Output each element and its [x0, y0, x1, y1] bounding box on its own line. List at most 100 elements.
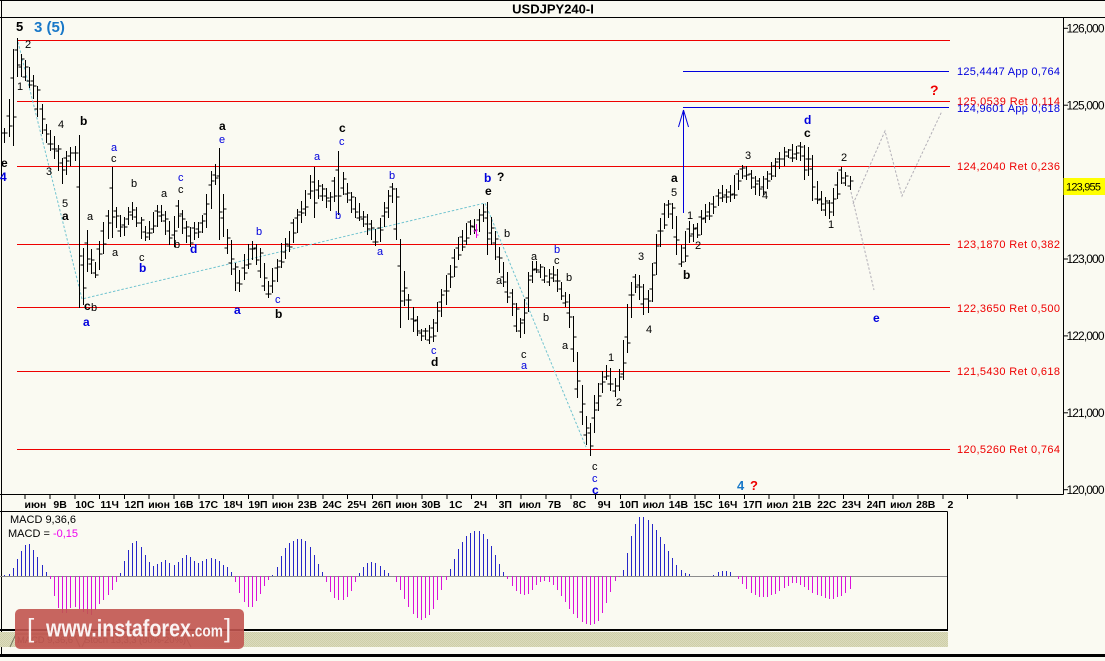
svg-text:10П: 10П — [619, 499, 638, 511]
svg-text:124,2040 Ret 0,236: 124,2040 Ret 0,236 — [957, 161, 1060, 173]
svg-text:b: b — [389, 170, 395, 182]
svg-text:c: c — [521, 349, 527, 361]
svg-text:a: a — [87, 211, 94, 223]
svg-text:b: b — [91, 302, 97, 314]
svg-text:b: b — [504, 228, 510, 240]
svg-text:b: b — [566, 272, 572, 284]
svg-text:c: c — [178, 172, 184, 184]
svg-text:?: ? — [930, 82, 939, 98]
svg-text:c: c — [139, 252, 145, 264]
svg-text:a: a — [562, 340, 569, 352]
svg-text:.com: .com — [191, 622, 223, 641]
svg-text:c: c — [554, 255, 560, 267]
svg-text:]: ] — [224, 613, 231, 643]
svg-text:?: ? — [750, 478, 758, 493]
svg-text:19П: 19П — [248, 499, 267, 511]
svg-text:2: 2 — [25, 39, 31, 51]
svg-text:c: c — [804, 126, 811, 140]
svg-text:a: a — [62, 209, 69, 223]
svg-text:e: e — [1, 156, 8, 170]
svg-text:15С: 15С — [693, 499, 713, 511]
svg-text:июн: июн — [25, 499, 47, 511]
svg-text:d: d — [190, 242, 197, 256]
svg-text:a: a — [161, 188, 168, 200]
svg-text:b: b — [335, 210, 341, 222]
svg-text:23Ч: 23Ч — [842, 499, 861, 511]
svg-text:3 (5): 3 (5) — [34, 19, 65, 36]
svg-text:4: 4 — [58, 119, 64, 131]
svg-text:4: 4 — [737, 478, 745, 493]
svg-text:?: ? — [497, 170, 504, 184]
svg-text:c: c — [431, 345, 437, 357]
svg-text:d: d — [431, 355, 438, 369]
svg-text:b: b — [256, 226, 262, 238]
svg-text:18Ч: 18Ч — [224, 499, 243, 511]
svg-text:a: a — [531, 251, 538, 263]
svg-text:28В: 28В — [916, 499, 936, 511]
svg-text:c: c — [592, 473, 598, 485]
svg-text:11Ч: 11Ч — [100, 499, 118, 511]
svg-text:12П: 12П — [125, 499, 144, 511]
svg-text:125,0539 Ret 0,114: 125,0539 Ret 0,114 — [957, 96, 1060, 108]
svg-text:2: 2 — [695, 240, 701, 252]
svg-text:июл: июл — [890, 499, 912, 511]
svg-text:1: 1 — [828, 219, 834, 231]
svg-text:1: 1 — [687, 210, 693, 222]
svg-text:24С: 24С — [323, 499, 343, 511]
svg-text:b: b — [80, 114, 87, 128]
svg-text:5: 5 — [16, 19, 23, 34]
svg-text:10С: 10С — [75, 499, 95, 511]
svg-text:b: b — [543, 312, 549, 324]
svg-text:122,000: 122,000 — [1067, 329, 1105, 343]
svg-text:22С: 22С — [817, 499, 837, 511]
svg-text:2Ч: 2Ч — [474, 499, 487, 511]
svg-text:b: b — [554, 244, 560, 256]
svg-text:c: c — [84, 299, 91, 313]
svg-text:a: a — [219, 119, 226, 133]
svg-text:125,000: 125,000 — [1067, 98, 1105, 112]
svg-text:a: a — [496, 275, 503, 287]
svg-text:16Ч: 16Ч — [718, 499, 737, 511]
svg-text:a: a — [314, 151, 321, 163]
svg-text:e: e — [485, 184, 492, 198]
svg-text:4: 4 — [0, 170, 7, 184]
svg-text:[: [ — [27, 613, 35, 643]
svg-text:c: c — [592, 483, 599, 497]
svg-text:8С: 8С — [573, 499, 587, 511]
svg-text:c: c — [275, 294, 281, 306]
svg-text:121,000: 121,000 — [1067, 406, 1105, 420]
svg-text:2: 2 — [841, 152, 847, 164]
svg-text:3: 3 — [46, 166, 52, 178]
svg-text:e: e — [873, 311, 880, 325]
svg-text:122,3650 Ret 0,500: 122,3650 Ret 0,500 — [957, 303, 1060, 315]
svg-text:5: 5 — [62, 198, 68, 210]
svg-text:17С: 17С — [199, 499, 219, 511]
svg-text:a: a — [111, 142, 118, 154]
svg-text:a: a — [671, 171, 678, 185]
svg-text:4: 4 — [762, 190, 768, 202]
svg-text:июн: июн — [395, 499, 417, 511]
svg-text:c: c — [178, 184, 184, 196]
svg-text:123,000: 123,000 — [1067, 252, 1105, 266]
svg-text:124,9601 App 0,618: 124,9601 App 0,618 — [957, 103, 1060, 115]
svg-text:123,955: 123,955 — [1066, 182, 1101, 194]
svg-text:b: b — [484, 171, 491, 185]
svg-text:24П: 24П — [867, 499, 886, 511]
svg-text:3: 3 — [745, 150, 751, 162]
svg-text:7В: 7В — [548, 499, 562, 511]
svg-text:30В: 30В — [421, 499, 441, 511]
svg-text:23В: 23В — [298, 499, 318, 511]
svg-text:25Ч: 25Ч — [347, 499, 366, 511]
svg-text:9В: 9В — [53, 499, 67, 511]
svg-text:июл: июл — [643, 499, 665, 511]
svg-text:1: 1 — [608, 352, 614, 364]
svg-text:июн: июн — [272, 499, 294, 511]
svg-text:b: b — [131, 178, 137, 190]
svg-text:9Ч: 9Ч — [598, 499, 611, 511]
svg-text:e: e — [219, 134, 225, 146]
svg-text:126,000: 126,000 — [1067, 22, 1105, 36]
svg-text:1С: 1С — [449, 499, 463, 511]
svg-text:b: b — [139, 261, 146, 275]
svg-text:a: a — [83, 315, 90, 329]
svg-text:123,1870 Ret 0,382: 123,1870 Ret 0,382 — [957, 239, 1060, 251]
